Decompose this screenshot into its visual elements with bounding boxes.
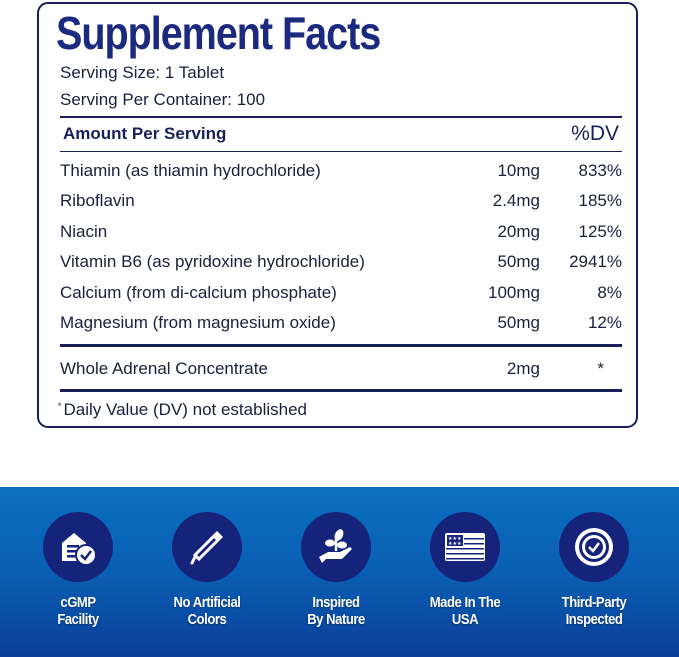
nutrient-amount: 100mg bbox=[488, 283, 540, 302]
serving-size: Serving Size: 1 Tablet bbox=[60, 63, 225, 82]
amount-per-serving-header: Amount Per Serving bbox=[63, 124, 227, 143]
plant-hand-icon bbox=[301, 512, 371, 582]
badge-no-artificial-colors: No Artificial Colors bbox=[147, 512, 267, 629]
facility-check-icon bbox=[43, 512, 113, 582]
ingredient-amount: 2mg bbox=[506, 359, 540, 378]
seal-check-icon bbox=[559, 512, 629, 582]
dv-header: %DV bbox=[571, 122, 619, 145]
dropper-icon bbox=[172, 512, 242, 582]
footnote: * Daily Value (DV) not established bbox=[58, 400, 307, 420]
nutrient-amount: 50mg bbox=[497, 252, 540, 271]
ingredient-dv: * bbox=[597, 359, 604, 378]
svg-text:★★★: ★★★ bbox=[448, 536, 462, 542]
nutrient-row: Thiamin (as thiamin hydrochloride) 10mg … bbox=[60, 161, 622, 185]
nutrient-dv: 833% bbox=[578, 161, 622, 180]
nutrient-name: Niacin bbox=[60, 222, 108, 241]
nutrient-dv: 185% bbox=[578, 191, 622, 210]
badge-inspired-by-nature: Inspired By Nature bbox=[276, 512, 396, 629]
nutrient-row: Riboflavin 2.4mg 185% bbox=[60, 191, 622, 215]
supplement-facts-panel: Supplement Facts Serving Size: 1 Tablet … bbox=[37, 2, 638, 428]
badge-label: Inspired By Nature bbox=[307, 595, 365, 628]
thick-divider bbox=[60, 389, 622, 392]
nutrient-amount: 50mg bbox=[497, 313, 540, 332]
proprietary-row: Whole Adrenal Concentrate 2mg * bbox=[60, 359, 622, 383]
nutrient-row: Vitamin B6 (as pyridoxine hydrochloride)… bbox=[60, 252, 622, 276]
nutrient-row: Magnesium (from magnesium oxide) 50mg 12… bbox=[60, 313, 622, 337]
badge-label: Made In The USA bbox=[429, 595, 501, 628]
badge-label: Third-Party Inspected bbox=[561, 595, 627, 628]
nutrient-dv: 125% bbox=[578, 222, 622, 241]
usa-flag-icon: ★★★ ★★★ bbox=[430, 512, 500, 582]
servings-per-container: Serving Per Container: 100 bbox=[60, 90, 266, 109]
divider bbox=[60, 151, 622, 152]
badge-third-party-inspected: Third-Party Inspected bbox=[534, 512, 654, 629]
nutrient-row: Niacin 20mg 125% bbox=[60, 222, 622, 246]
thick-divider bbox=[60, 344, 622, 347]
nutrient-dv: 12% bbox=[587, 313, 622, 332]
badge-label: No Artificial Colors bbox=[173, 595, 241, 628]
nutrient-row: Calcium (from di-calcium phosphate) 100m… bbox=[60, 283, 622, 307]
nutrient-amount: 20mg bbox=[497, 222, 540, 241]
panel-title: Supplement Facts bbox=[56, 7, 381, 59]
footnote-mark: * bbox=[58, 401, 62, 411]
feature-badges-band: cGMP Facility No Artificial Colors Inspi… bbox=[0, 487, 679, 657]
nutrient-amount: 2.4mg bbox=[492, 191, 540, 210]
nutrient-name: Thiamin (as thiamin hydrochloride) bbox=[60, 161, 321, 180]
nutrient-dv: 2941% bbox=[569, 252, 622, 271]
nutrient-amount: 10mg bbox=[497, 161, 540, 180]
divider bbox=[60, 116, 622, 118]
badge-made-in-usa: ★★★ ★★★ Made In The USA bbox=[405, 512, 525, 629]
ingredient-name: Whole Adrenal Concentrate bbox=[60, 359, 268, 378]
nutrient-name: Magnesium (from magnesium oxide) bbox=[60, 313, 336, 332]
footnote-text: Daily Value (DV) not established bbox=[63, 400, 307, 419]
nutrient-dv: 8% bbox=[597, 283, 622, 302]
svg-text:★★★: ★★★ bbox=[448, 541, 462, 547]
nutrient-name: Riboflavin bbox=[60, 191, 135, 210]
nutrient-name: Vitamin B6 (as pyridoxine hydrochloride) bbox=[60, 252, 365, 271]
nutrient-name: Calcium (from di-calcium phosphate) bbox=[60, 283, 337, 302]
badge-label: cGMP Facility bbox=[57, 595, 99, 628]
badge-cgmp: cGMP Facility bbox=[18, 512, 138, 629]
